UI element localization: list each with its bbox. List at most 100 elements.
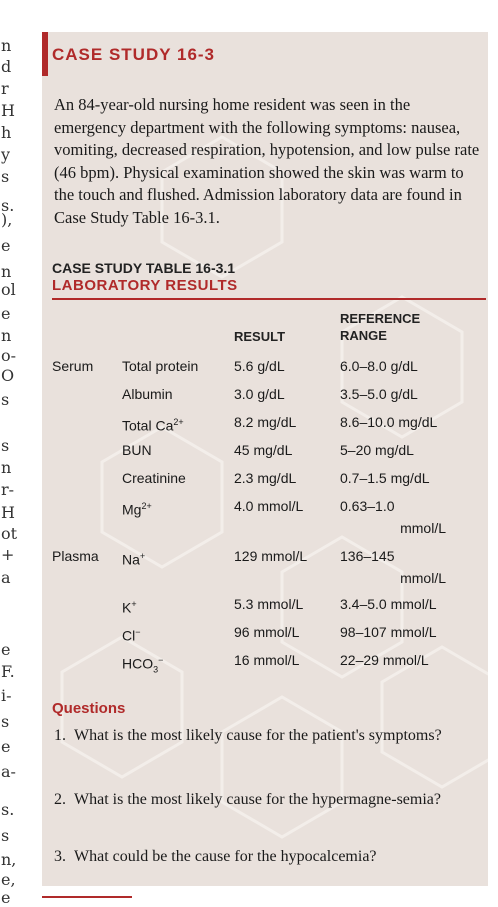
margin-char: n bbox=[1, 326, 12, 345]
margin-char: h bbox=[1, 123, 12, 142]
question-text: What could be the cause for the hypocalc… bbox=[74, 848, 377, 865]
margin-char: e, bbox=[1, 870, 16, 889]
result-value: 8.2 mg/dL bbox=[234, 414, 297, 430]
result-value: 96 mmol/L bbox=[234, 624, 300, 640]
margin-char: + bbox=[1, 545, 15, 564]
result-value: 2.3 mg/dL bbox=[234, 470, 297, 486]
result-value: 45 mg/dL bbox=[234, 442, 293, 458]
case-study-box: CASE STUDY 16-3 An 84-year-old nursing h… bbox=[42, 32, 488, 886]
question-3: 3. What could be the cause for the hypoca… bbox=[54, 847, 482, 867]
margin-char: O bbox=[1, 366, 15, 385]
row-group-label: Serum bbox=[52, 358, 94, 374]
question-text: What is the most likely cause for the pa… bbox=[74, 727, 442, 744]
test-name-text: HCO bbox=[122, 655, 154, 672]
hexagon-pattern bbox=[60, 135, 488, 839]
test-name-text: Total Ca bbox=[122, 417, 174, 434]
question-number: 1. bbox=[54, 727, 66, 744]
reference-range: 136–145 bbox=[340, 548, 395, 564]
margin-char: ot bbox=[1, 524, 18, 543]
test-name: BUN bbox=[122, 440, 152, 460]
test-name: Albumin bbox=[122, 384, 173, 404]
reference-range: 6.0–8.0 g/dL bbox=[340, 358, 418, 374]
header-band bbox=[42, 32, 488, 76]
test-superscript: 2+ bbox=[141, 501, 152, 511]
reference-range: 0.63–1.0 bbox=[340, 498, 395, 514]
reference-range-cont: mmol/L bbox=[400, 520, 446, 536]
table-rule bbox=[52, 298, 486, 300]
reference-range-cont: mmol/L bbox=[400, 570, 446, 586]
questions-heading: Questions bbox=[52, 700, 126, 717]
test-superscript: + bbox=[131, 599, 137, 609]
margin-char: n, bbox=[1, 850, 17, 869]
margin-char: n bbox=[1, 36, 12, 55]
margin-char: r bbox=[1, 79, 9, 98]
reference-range: 0.7–1.5 mg/dL bbox=[340, 470, 430, 486]
reference-header-line1: REFERENCE bbox=[340, 311, 421, 326]
margin-char: ol bbox=[1, 280, 16, 299]
margin-char: s bbox=[1, 167, 10, 186]
reference-range: 8.6–10.0 mg/dL bbox=[340, 414, 438, 430]
margin-char: n bbox=[1, 458, 12, 477]
case-description: An 84-year-old nursing home resident was… bbox=[54, 95, 480, 227]
question-number: 3. bbox=[54, 848, 66, 865]
margin-char: e bbox=[1, 236, 11, 255]
margin-char: d bbox=[1, 57, 12, 76]
test-name-text: Albumin bbox=[122, 386, 173, 402]
question-text: What is the most likely cause for the hy… bbox=[74, 791, 441, 808]
result-value: 129 mmol/L bbox=[234, 548, 308, 564]
reference-range: 98–107 mmol/L bbox=[340, 624, 437, 640]
page-bottom-rule bbox=[42, 896, 132, 898]
margin-char: s bbox=[1, 390, 10, 409]
result-value: 4.0 mmol/L bbox=[234, 498, 304, 514]
table-title: LABORATORY RESULTS bbox=[52, 277, 238, 294]
reference-range: 5–20 mg/dL bbox=[340, 442, 414, 458]
reference-range: 22–29 mmol/L bbox=[340, 652, 429, 668]
header-accent-bar bbox=[42, 32, 48, 76]
case-study-title: CASE STUDY 16-3 bbox=[52, 45, 216, 64]
result-value: 3.0 g/dL bbox=[234, 386, 285, 402]
test-name-text: Creatinine bbox=[122, 470, 186, 486]
margin-char: a bbox=[1, 568, 11, 587]
margin-char: F. bbox=[1, 662, 15, 681]
margin-char: e bbox=[1, 737, 11, 756]
test-name-text: Na bbox=[122, 551, 140, 568]
test-name: HCO3− bbox=[122, 650, 163, 679]
test-name: K+ bbox=[122, 594, 137, 618]
test-name: Cl− bbox=[122, 622, 141, 646]
left-margin-text: n d r H h y s s. ), e n ol e n o- O s s … bbox=[0, 0, 18, 907]
test-name-text: Total protein bbox=[122, 358, 199, 374]
test-superscript: 2+ bbox=[173, 417, 184, 427]
margin-char: ), bbox=[1, 210, 13, 229]
margin-char: r- bbox=[1, 480, 15, 499]
margin-char: e bbox=[1, 640, 11, 659]
reference-range: 3.5–5.0 g/dL bbox=[340, 386, 418, 402]
test-name: Na+ bbox=[122, 546, 145, 570]
test-name-text: Mg bbox=[122, 501, 142, 518]
reference-column-header: REFERENCE RANGE bbox=[340, 310, 420, 344]
margin-char: s bbox=[1, 826, 10, 845]
margin-char: n bbox=[1, 262, 12, 281]
result-value: 5.3 mmol/L bbox=[234, 596, 304, 612]
test-name-text: BUN bbox=[122, 442, 152, 458]
test-superscript: + bbox=[139, 551, 146, 561]
test-superscript: − bbox=[135, 627, 141, 637]
question-2: 2. What is the most likely cause for the … bbox=[54, 790, 482, 810]
margin-char: s. bbox=[1, 196, 15, 215]
test-name: Total Ca2+ bbox=[122, 412, 184, 436]
result-column-header: RESULT bbox=[234, 329, 286, 344]
margin-char: e bbox=[1, 304, 11, 323]
margin-char: s. bbox=[1, 800, 15, 819]
reference-range: 3.4–5.0 mmol/L bbox=[340, 596, 437, 612]
test-name: Creatinine bbox=[122, 468, 186, 488]
test-name-text: K bbox=[122, 599, 132, 616]
row-group-label: Plasma bbox=[52, 548, 99, 564]
result-value: 5.6 g/dL bbox=[234, 358, 285, 374]
margin-char: e bbox=[1, 888, 11, 907]
test-name-text: Cl bbox=[122, 627, 136, 644]
margin-char: o- bbox=[1, 346, 17, 365]
reference-header-line2: RANGE bbox=[340, 328, 387, 343]
table-label: CASE STUDY TABLE 16-3.1 bbox=[52, 260, 236, 276]
margin-char: i- bbox=[1, 686, 12, 705]
margin-char: a- bbox=[1, 762, 16, 781]
question-number: 2. bbox=[54, 791, 66, 808]
